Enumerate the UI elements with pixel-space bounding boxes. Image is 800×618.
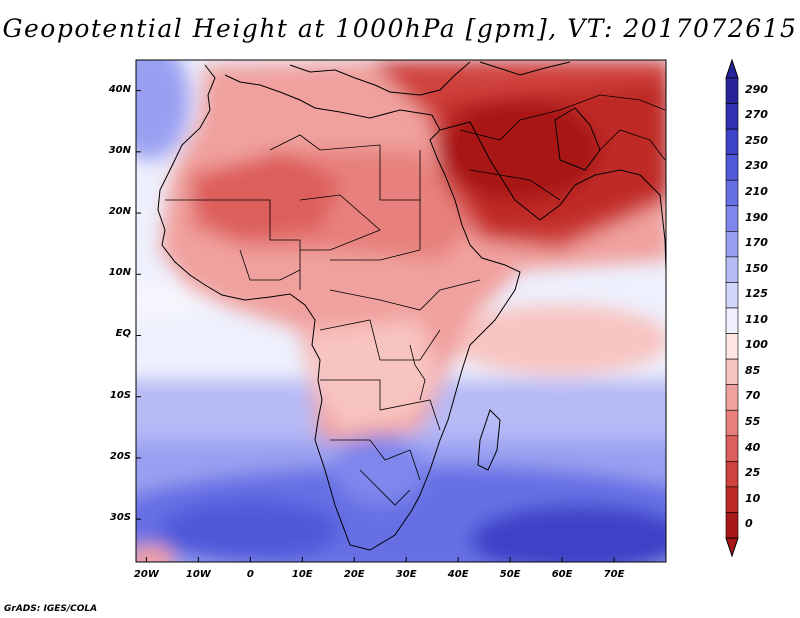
lon-tick-label: 10E xyxy=(291,569,313,580)
map-title: Geopotential Height at 1000hPa [gpm], VT… xyxy=(2,14,798,43)
border-11 xyxy=(459,94,666,141)
colorbar-segment xyxy=(725,256,739,283)
border-9 xyxy=(330,439,421,481)
colorbar-segment xyxy=(725,205,739,232)
colorbar-segment xyxy=(725,384,739,411)
border-6 xyxy=(329,279,481,311)
colorbar-top-arrow xyxy=(725,58,739,79)
colorbar-segment xyxy=(725,103,739,130)
colorbar-segment xyxy=(725,409,739,437)
border-12 xyxy=(469,169,561,201)
arabian-sea-pink xyxy=(450,305,666,375)
congo-pink xyxy=(310,320,440,430)
colorbar-segment xyxy=(725,512,739,539)
colorbar-label: 40 xyxy=(745,440,761,454)
arabia-low xyxy=(440,100,600,200)
colorbar-label: 10 xyxy=(745,491,761,505)
lat-tick-label: EQ xyxy=(115,328,131,340)
indian-ocean-high xyxy=(470,505,666,562)
mediterranean-coast xyxy=(224,74,433,119)
colorbar-label: 25 xyxy=(745,466,761,480)
lon-tick-label: 70E xyxy=(603,569,625,580)
lat-tick-label: 10S xyxy=(109,389,131,401)
lon-tick-label: 20W xyxy=(133,569,159,580)
colorbar xyxy=(725,58,739,558)
map-frame xyxy=(135,59,667,563)
border-7 xyxy=(319,319,441,361)
colorbar-label: 100 xyxy=(745,338,768,352)
colorbar-label: 230 xyxy=(745,159,768,173)
lon-tick-label: 60E xyxy=(551,569,573,580)
coastlines xyxy=(157,61,666,551)
border-5 xyxy=(239,249,301,281)
colorbar-label: 125 xyxy=(745,287,768,301)
colorbar-segment xyxy=(725,231,739,258)
colorbar-label: 190 xyxy=(745,210,768,224)
black-sea-coast xyxy=(479,61,571,76)
colorbar-segment xyxy=(725,77,739,104)
country-borders xyxy=(165,94,666,506)
lat-tick-label: 20S xyxy=(109,450,131,462)
lakes xyxy=(409,344,426,401)
colorbar-label: 55 xyxy=(745,415,761,428)
colorbar-label: 250 xyxy=(745,133,768,147)
lon-tick-label: 40E xyxy=(447,569,469,580)
colorbar-segment xyxy=(725,154,739,181)
arabia-coast xyxy=(439,121,666,271)
lat-tick-label: 20N xyxy=(108,206,131,218)
atlantic-white-band xyxy=(136,285,210,315)
colorbar-segment xyxy=(725,307,739,334)
south-africa-blue xyxy=(335,435,425,505)
colorbar-label: 290 xyxy=(745,82,768,96)
border-10 xyxy=(359,469,411,506)
lon-tick-label: 0 xyxy=(246,569,254,580)
border-13 xyxy=(599,129,666,161)
colorbar-segment xyxy=(725,486,739,513)
border-8 xyxy=(320,379,441,431)
colorbar-label: 85 xyxy=(745,363,761,377)
border-4 xyxy=(330,150,421,261)
lat-tick-label: 10N xyxy=(108,267,131,279)
colorbar-segment xyxy=(725,333,739,360)
sahara-red xyxy=(190,150,340,240)
lon-tick-label: 50E xyxy=(499,569,521,580)
colorbar-label: 210 xyxy=(745,185,768,198)
colorbar-bottom-arrow xyxy=(725,537,739,558)
colorbar-label: 0 xyxy=(745,517,753,531)
axis-ticks xyxy=(136,90,615,562)
colorbar-segment xyxy=(725,179,739,207)
contour-field xyxy=(136,60,666,562)
sw-corner-pink xyxy=(136,545,175,562)
credit-text: GrADS: IGES/COLA xyxy=(4,604,98,614)
colorbar-label: 70 xyxy=(745,389,761,403)
azores-high xyxy=(136,60,190,160)
lon-tick-label: 10W xyxy=(185,569,211,580)
europe-coast xyxy=(289,61,471,96)
colorbar-label: 170 xyxy=(745,236,768,250)
colorbar-segment xyxy=(725,128,739,155)
border-3 xyxy=(299,194,381,251)
colorbar-label: 110 xyxy=(745,312,768,326)
colorbar-segment xyxy=(725,435,739,462)
colorbar-segment xyxy=(725,358,739,385)
lon-tick-label: 20E xyxy=(343,569,365,580)
atlantic-high xyxy=(160,500,340,560)
africa-coast xyxy=(157,64,521,551)
border-1 xyxy=(165,199,301,290)
colorbar-segment xyxy=(725,461,739,488)
lat-tick-label: 30S xyxy=(109,512,131,524)
colorbar-label: 150 xyxy=(745,261,768,275)
colorbar-segment xyxy=(725,282,739,309)
border-2 xyxy=(269,134,420,201)
lon-tick-label: 30E xyxy=(395,569,417,580)
madagascar-coast xyxy=(477,409,501,471)
lat-tick-label: 40N xyxy=(108,83,131,95)
lat-tick-label: 30N xyxy=(108,144,131,156)
colorbar-label: 270 xyxy=(745,108,768,122)
